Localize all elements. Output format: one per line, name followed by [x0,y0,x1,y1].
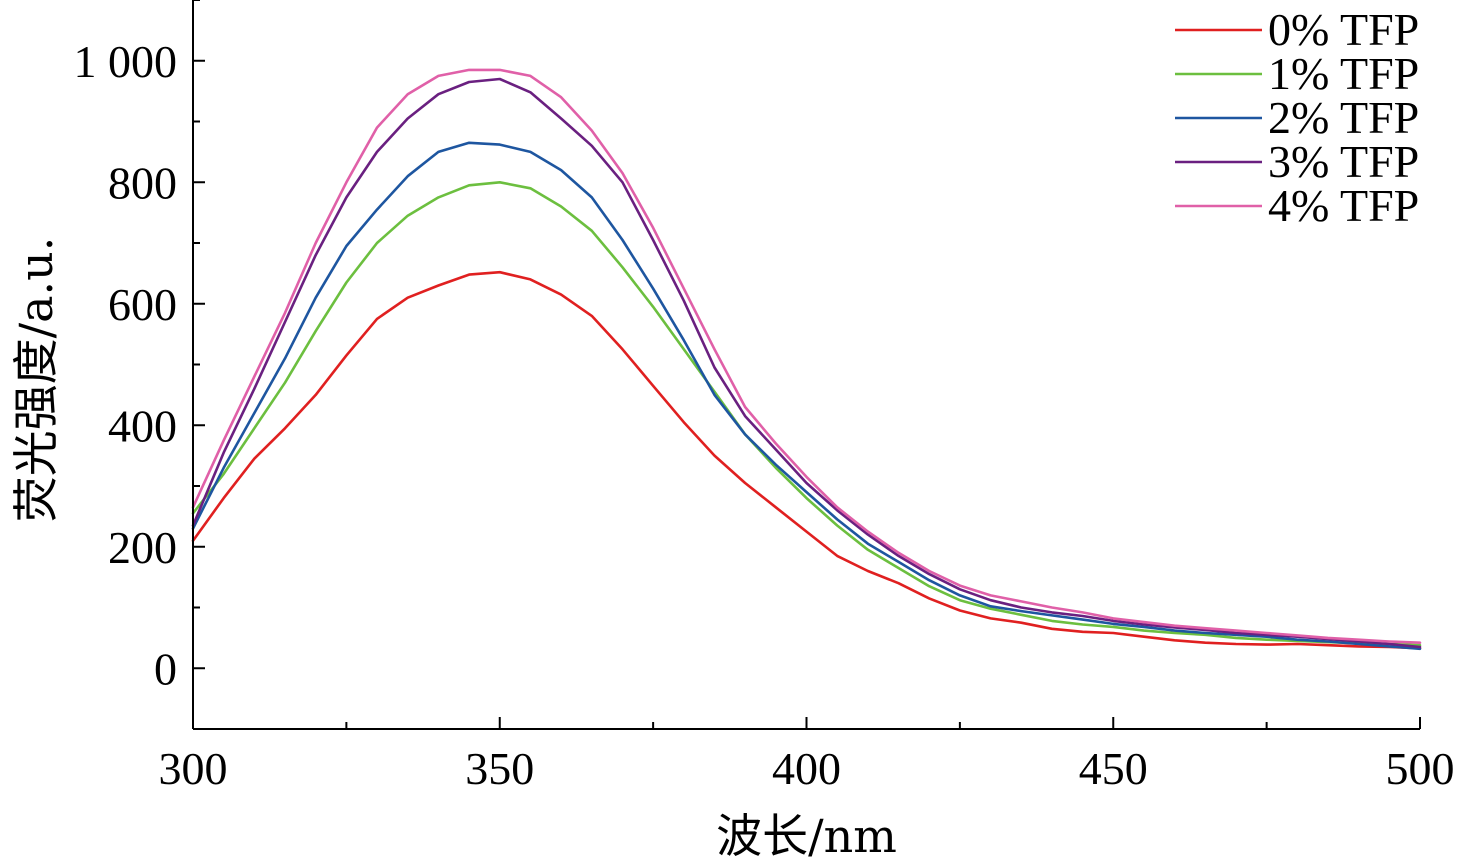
y-tick-label-0: 0 [154,643,177,694]
y-tick-label-400: 400 [108,400,177,451]
series-line-1 [191,181,1422,647]
x-tick-label-500: 500 [1386,743,1455,794]
x-tick-label-300: 300 [159,743,228,794]
x-tick-label-350: 350 [465,743,534,794]
y-axis-ticks: 0 200 400 600 800 1 000 [74,0,205,730]
x-axis-title: 波长/nm [716,809,897,861]
x-axis-ticks: 300 350 400 450 500 [159,717,1455,794]
y-tick-label-800: 800 [108,157,177,208]
series-line-4 [191,68,1422,644]
plot-area: 300 350 400 450 500 0 200 400 600 800 1 000 [74,0,1455,794]
series-line-3 [191,77,1422,649]
series-line-0 [191,270,1422,650]
y-axis-title: 荧光强度/a.u. [9,237,63,523]
x-tick-label-400: 400 [772,743,841,794]
y-tick-label-200: 200 [108,522,177,573]
legend-label-1: 1% TFP [1268,48,1419,99]
series-line-2 [191,141,1422,651]
legend-label-0: 0% TFP [1268,4,1419,55]
x-tick-label-450: 450 [1079,743,1148,794]
series-layer [191,68,1422,651]
y-tick-label-1000: 1 000 [74,36,178,87]
legend-label-4: 4% TFP [1268,180,1419,231]
y-tick-label-600: 600 [108,279,177,330]
legend-label-2: 2% TFP [1268,92,1419,143]
legend-label-3: 3% TFP [1268,136,1419,187]
